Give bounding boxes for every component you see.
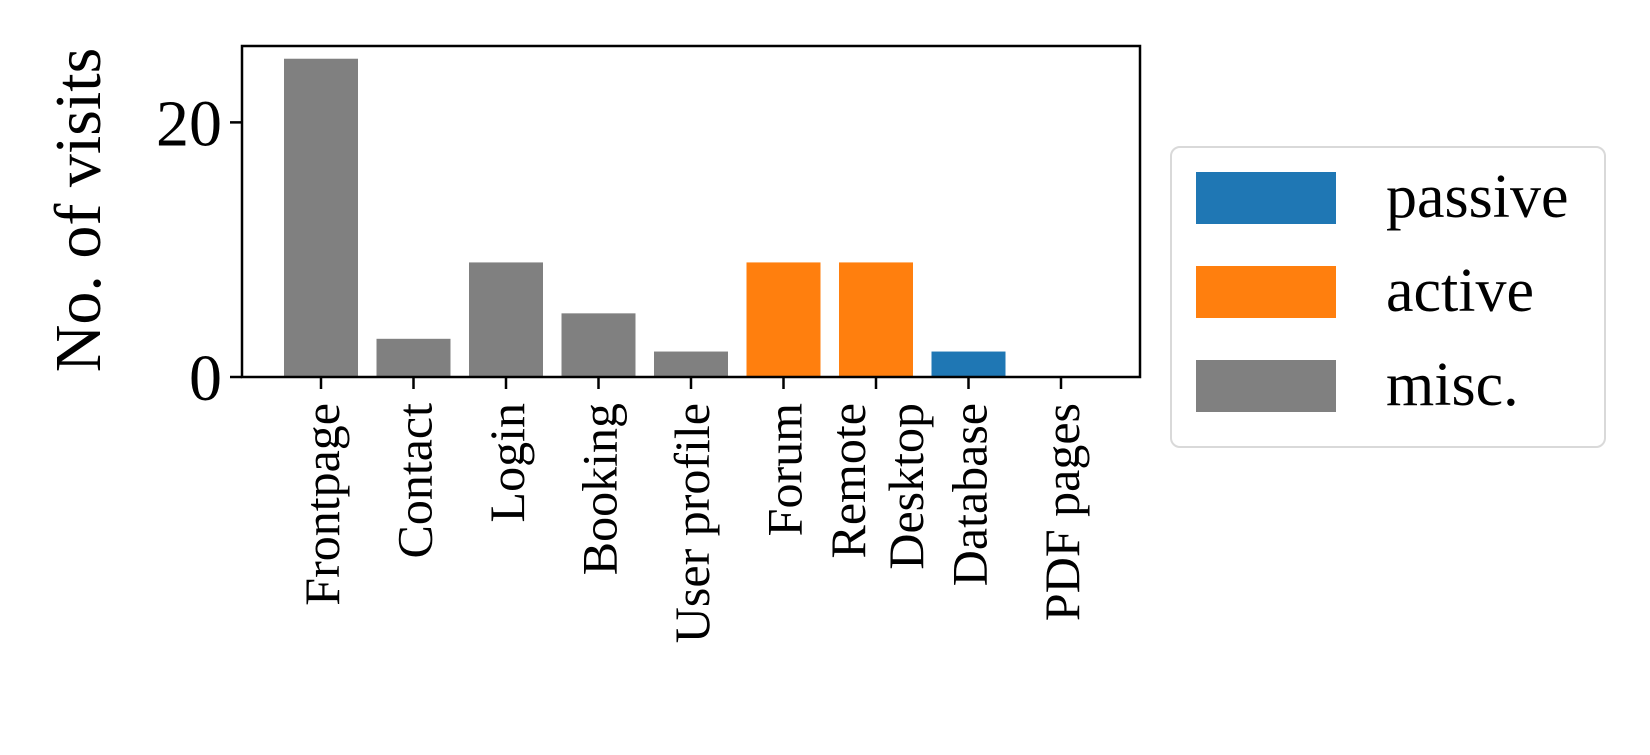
y-tick-label: 0 xyxy=(189,342,222,415)
x-axis-ticks: Frontpage Contact Login Booking User profile… xyxy=(294,377,1090,643)
x-tick-label: Remote xyxy=(820,403,876,559)
x-tick-label: Forum xyxy=(757,403,813,536)
plot-frame xyxy=(240,44,1142,379)
bar-contact xyxy=(376,338,451,377)
x-tick-label: PDF pages xyxy=(1034,403,1090,621)
legend-label-active: active xyxy=(1386,257,1535,325)
y-tick-label: 20 xyxy=(156,87,222,160)
x-tick-label: Database xyxy=(942,403,998,586)
x-tick-label: Contact xyxy=(387,403,443,559)
bar-user-profile xyxy=(654,351,728,377)
legend-label-misc: misc. xyxy=(1386,351,1519,419)
legend-swatch-passive xyxy=(1196,172,1336,224)
legend-label-passive: passive xyxy=(1386,163,1569,231)
bars-layer xyxy=(284,58,1006,377)
legend: passive active misc. xyxy=(1170,146,1606,448)
x-tick-label: Frontpage xyxy=(294,403,350,606)
x-tick-label: Booking xyxy=(572,403,628,575)
x-tick-label: User profile xyxy=(664,403,720,643)
x-tick-label: Login xyxy=(479,403,535,522)
legend-swatch-misc xyxy=(1196,360,1336,412)
bar-forum xyxy=(746,262,821,377)
y-axis-label: No. of visits xyxy=(42,48,115,373)
x-tick-label: Desktop xyxy=(878,403,934,570)
y-axis-ticks: 0 20 xyxy=(156,87,242,415)
bar-database xyxy=(931,351,1006,377)
bar-remote-desktop xyxy=(839,262,913,377)
bar-frontpage xyxy=(284,58,358,377)
legend-swatch-active xyxy=(1196,266,1336,318)
bar-booking xyxy=(561,313,636,377)
bar-login xyxy=(469,262,543,377)
